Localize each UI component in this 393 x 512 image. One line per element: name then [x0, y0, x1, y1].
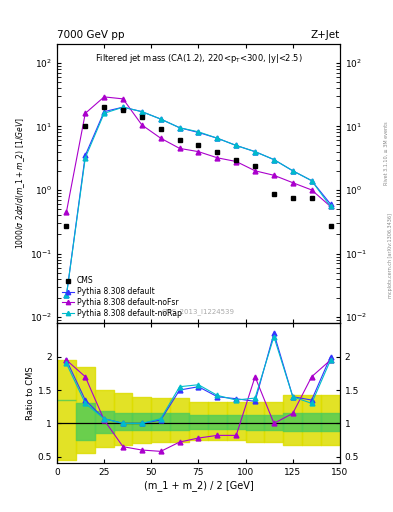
Pythia 8.308 default-noRap [309, 178, 314, 184]
Pythia 8.308 default-noRap [272, 157, 276, 163]
Pythia 8.308 default [215, 135, 220, 141]
Pythia 8.308 default-noRap [140, 109, 144, 115]
Legend: CMS, Pythia 8.308 default, Pythia 8.308 default-noFsr, Pythia 8.308 default-noRa: CMS, Pythia 8.308 default, Pythia 8.308 … [61, 275, 183, 319]
Pythia 8.308 default-noFsr [196, 148, 201, 155]
CMS [309, 195, 314, 201]
CMS [64, 223, 69, 229]
CMS [121, 107, 125, 113]
Pythia 8.308 default-noRap [177, 124, 182, 131]
Pythia 8.308 default [290, 168, 295, 174]
CMS [158, 126, 163, 132]
Line: Pythia 8.308 default: Pythia 8.308 default [64, 105, 333, 298]
Pythia 8.308 default-noFsr [140, 122, 144, 128]
Text: 7000 GeV pp: 7000 GeV pp [57, 30, 125, 40]
Pythia 8.308 default-noFsr [158, 135, 163, 141]
Line: CMS: CMS [64, 105, 333, 228]
Y-axis label: Ratio to CMS: Ratio to CMS [26, 367, 35, 420]
Pythia 8.308 default [121, 104, 125, 110]
Pythia 8.308 default-noRap [121, 104, 125, 110]
Pythia 8.308 default-noRap [196, 129, 201, 135]
Pythia 8.308 default [102, 109, 107, 115]
CMS [177, 137, 182, 143]
Y-axis label: $1000/\sigma\ 2d\sigma/d(m\_1 + m\_2)\ [1/GeV]$: $1000/\sigma\ 2d\sigma/d(m\_1 + m\_2)\ [… [14, 118, 27, 249]
Pythia 8.308 default-noFsr [290, 180, 295, 186]
Pythia 8.308 default-noRap [83, 155, 88, 161]
Pythia 8.308 default-noFsr [328, 203, 333, 209]
Pythia 8.308 default [83, 152, 88, 158]
CMS [328, 223, 333, 229]
Pythia 8.308 default-noFsr [234, 158, 239, 164]
CMS [196, 142, 201, 148]
X-axis label: (m_1 + m_2) / 2 [GeV]: (m_1 + m_2) / 2 [GeV] [143, 480, 253, 491]
Text: Rivet 3.1.10, ≥ 3M events: Rivet 3.1.10, ≥ 3M events [384, 122, 388, 185]
Text: mcplots.cern.ch [arXiv:1306.3436]: mcplots.cern.ch [arXiv:1306.3436] [388, 214, 393, 298]
Pythia 8.308 default-noRap [234, 142, 239, 148]
Pythia 8.308 default [64, 292, 69, 298]
CMS [234, 157, 239, 163]
Text: CMS_2013_I1224539: CMS_2013_I1224539 [162, 308, 235, 315]
Pythia 8.308 default-noFsr [102, 94, 107, 100]
CMS [290, 195, 295, 201]
Pythia 8.308 default [196, 130, 201, 136]
Pythia 8.308 default-noFsr [272, 172, 276, 178]
Pythia 8.308 default [158, 116, 163, 122]
Line: Pythia 8.308 default-noFsr: Pythia 8.308 default-noFsr [64, 94, 333, 215]
Pythia 8.308 default-noFsr [177, 145, 182, 152]
Pythia 8.308 default-noFsr [309, 187, 314, 193]
CMS [215, 148, 220, 155]
Pythia 8.308 default-noFsr [215, 155, 220, 161]
CMS [253, 163, 257, 169]
Pythia 8.308 default-noFsr [64, 209, 69, 215]
Pythia 8.308 default [234, 142, 239, 148]
Pythia 8.308 default-noRap [290, 168, 295, 174]
Pythia 8.308 default [253, 148, 257, 155]
Pythia 8.308 default-noRap [158, 116, 163, 122]
Pythia 8.308 default-noFsr [253, 168, 257, 174]
Pythia 8.308 default-noRap [102, 110, 107, 116]
Pythia 8.308 default [328, 201, 333, 207]
Pythia 8.308 default-noRap [64, 292, 69, 298]
Pythia 8.308 default [309, 178, 314, 184]
Pythia 8.308 default-noRap [253, 148, 257, 155]
Pythia 8.308 default-noFsr [121, 96, 125, 102]
Pythia 8.308 default-noRap [328, 203, 333, 209]
Text: Filtered jet mass (CA(1.2), 220<p$_\mathregular{T}$<300, |y|<2.5): Filtered jet mass (CA(1.2), 220<p$_\math… [95, 52, 302, 65]
Pythia 8.308 default [272, 157, 276, 163]
Line: Pythia 8.308 default-noRap: Pythia 8.308 default-noRap [64, 105, 333, 298]
Pythia 8.308 default [140, 109, 144, 115]
CMS [140, 114, 144, 120]
CMS [83, 123, 88, 130]
CMS [102, 104, 107, 110]
CMS [272, 191, 276, 198]
Pythia 8.308 default-noRap [215, 135, 220, 141]
Pythia 8.308 default-noFsr [83, 110, 88, 116]
Pythia 8.308 default [177, 124, 182, 131]
Text: Z+Jet: Z+Jet [311, 30, 340, 40]
